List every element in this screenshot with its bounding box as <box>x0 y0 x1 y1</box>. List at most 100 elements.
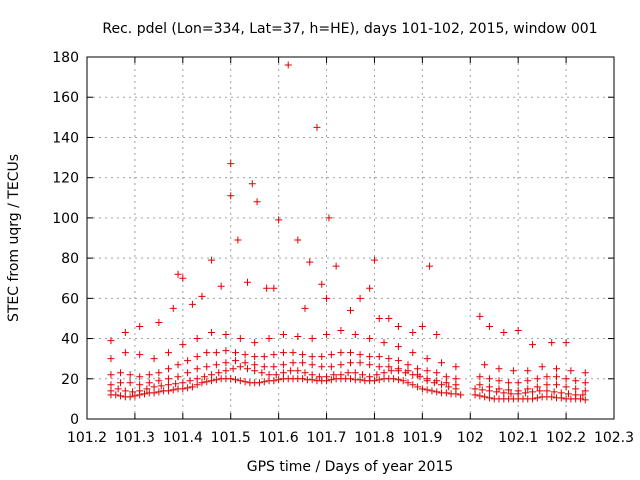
data-point <box>445 383 453 391</box>
data-point <box>529 388 537 396</box>
data-point <box>222 367 230 375</box>
data-point <box>241 359 249 367</box>
x-tick-label: 101.7 <box>306 430 346 446</box>
data-point <box>452 381 460 389</box>
data-point <box>315 373 323 381</box>
y-tick-label: 100 <box>52 211 79 227</box>
data-point <box>136 322 144 330</box>
data-point <box>260 363 268 371</box>
data-point <box>409 329 417 337</box>
data-point <box>524 377 532 385</box>
data-point <box>236 363 244 371</box>
data-point <box>164 381 172 389</box>
x-tick-label: 101.2 <box>67 430 107 446</box>
data-point <box>308 361 316 369</box>
data-point <box>509 367 517 375</box>
data-point <box>270 351 278 359</box>
data-point <box>375 353 383 361</box>
data-point <box>208 371 216 379</box>
data-point <box>409 349 417 357</box>
x-tick-label: 102.3 <box>594 430 634 446</box>
data-point <box>279 369 287 377</box>
data-point <box>414 371 422 379</box>
data-point <box>529 341 537 349</box>
data-point <box>193 381 201 389</box>
data-point <box>471 385 479 393</box>
data-point <box>260 378 268 386</box>
data-point <box>553 373 561 381</box>
data-point <box>318 353 326 361</box>
data-point <box>505 386 513 394</box>
data-point <box>236 335 244 343</box>
axis-ticks: 0 20 40 60 80 100 120 140 160 180 101.2 101.3 101.4 1… <box>52 50 634 446</box>
data-point <box>330 371 338 379</box>
data-point <box>485 322 493 330</box>
x-tick-label: 101.9 <box>402 430 442 446</box>
data-point <box>433 331 441 339</box>
data-point <box>150 383 158 391</box>
data-point <box>174 361 182 369</box>
data-point <box>385 314 393 322</box>
data-point <box>251 367 259 375</box>
data-point <box>241 378 249 386</box>
data-point <box>232 376 240 384</box>
data-point <box>301 369 309 377</box>
data-point <box>155 318 163 326</box>
data-point <box>347 349 354 357</box>
data-point <box>272 371 280 379</box>
data-point <box>409 381 417 389</box>
data-point <box>370 377 378 385</box>
x-tick-label: 101.6 <box>259 430 299 446</box>
data-point <box>514 327 522 335</box>
data-point <box>164 365 172 373</box>
data-point <box>356 351 364 359</box>
data-point <box>581 379 589 387</box>
data-point <box>557 389 565 397</box>
data-point <box>358 371 366 379</box>
data-point <box>548 393 556 401</box>
data-point <box>438 359 446 367</box>
data-point <box>222 359 230 367</box>
y-tick-label: 120 <box>52 171 79 187</box>
data-point <box>112 391 120 399</box>
data-point <box>114 385 122 393</box>
data-point <box>533 394 541 402</box>
data-point <box>251 353 259 361</box>
data-point <box>145 379 153 387</box>
data-point <box>366 353 374 361</box>
data-point <box>564 390 572 398</box>
data-point <box>581 387 589 395</box>
y-tick-label: 60 <box>61 291 79 307</box>
data-point <box>203 378 211 386</box>
data-point <box>323 331 331 339</box>
y-tick-label: 160 <box>52 90 79 106</box>
data-point <box>143 385 151 393</box>
data-point <box>164 349 172 357</box>
data-point <box>457 391 465 399</box>
data-point <box>562 375 570 383</box>
data-point <box>184 384 192 392</box>
data-point <box>117 369 125 377</box>
data-point <box>452 375 460 383</box>
data-point <box>505 379 513 387</box>
data-point <box>227 192 235 200</box>
data-point <box>442 379 450 387</box>
data-point <box>287 367 295 375</box>
data-point <box>404 367 412 375</box>
data-point <box>385 355 393 363</box>
data-point <box>198 379 206 387</box>
data-point <box>476 392 484 400</box>
data-point <box>184 357 192 365</box>
data-point <box>308 353 316 361</box>
data-point <box>294 236 302 244</box>
data-point <box>337 361 345 369</box>
data-point <box>404 361 412 369</box>
data-point <box>126 393 134 401</box>
data-point <box>481 361 489 369</box>
data-point <box>241 351 249 359</box>
data-point <box>581 369 589 377</box>
data-point <box>507 390 515 398</box>
data-point <box>121 349 129 357</box>
data-point <box>179 274 187 282</box>
data-point <box>174 270 182 278</box>
